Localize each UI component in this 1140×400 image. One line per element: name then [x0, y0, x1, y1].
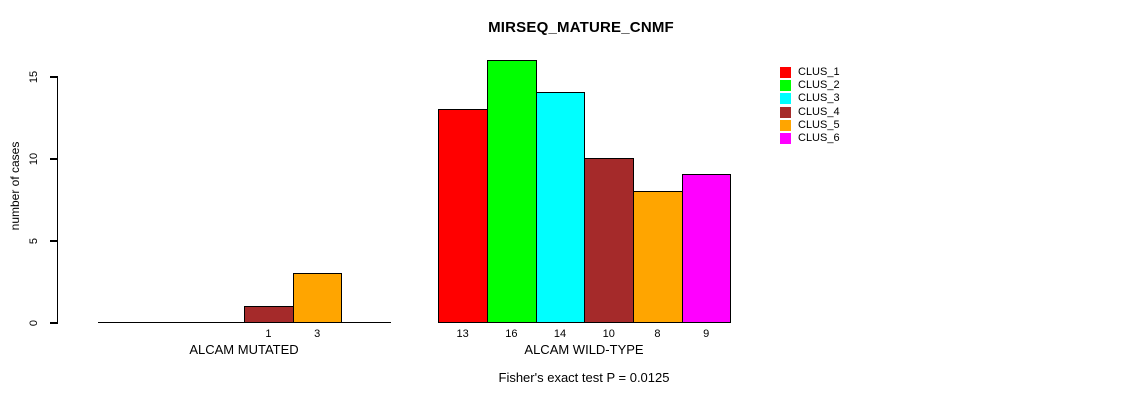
legend-label: CLUS_6	[798, 132, 840, 145]
chart-title: MIRSEQ_MATURE_CNMF	[488, 19, 674, 36]
legend-label: CLUS_4	[798, 105, 840, 118]
bar-value-label: 14	[553, 327, 567, 340]
bar-value-label: 1	[265, 327, 272, 340]
bar-clus_1-group2	[438, 108, 488, 323]
y-tick	[49, 158, 57, 160]
y-tick-label: 15	[28, 70, 40, 84]
y-tick	[49, 240, 57, 242]
bar-value-label: 9	[703, 327, 710, 340]
legend-label: CLUS_2	[798, 79, 840, 92]
bar-value-label: 8	[654, 327, 661, 340]
bar-clus_6-group2	[681, 174, 732, 323]
group-label-alcam-mutated: ALCAM MUTATED	[189, 342, 299, 357]
y-axis-label: number of cases	[8, 141, 22, 231]
bar-clus_5-group1	[292, 272, 343, 323]
group-label-alcam-wild-type: ALCAM WILD-TYPE	[524, 342, 644, 357]
y-axis-line	[56, 76, 58, 324]
bar-value-label: 10	[602, 327, 615, 340]
y-tick	[49, 76, 57, 78]
legend-item-clus_1: CLUS_1	[780, 66, 840, 79]
bar-clus_2-group2	[487, 59, 537, 323]
legend-swatch-clus_5	[780, 119, 791, 131]
bar-clus_4-group2	[584, 158, 635, 323]
bar-value-label: 3	[314, 327, 321, 340]
legend-item-clus_2: CLUS_2	[780, 79, 840, 92]
legend: CLUS_1 CLUS_2 CLUS_3 CLUS_4 CLUS_5 CLUS_6	[780, 66, 840, 145]
legend-label: CLUS_1	[798, 66, 840, 79]
bar-value-label: 13	[456, 327, 469, 340]
y-tick-label: 5	[28, 237, 40, 245]
legend-item-clus_4: CLUS_4	[780, 106, 840, 119]
bar-clus_4-group1	[244, 305, 294, 323]
bar-clus_3-group2	[535, 92, 586, 323]
legend-swatch-clus_2	[780, 80, 791, 92]
bar-value-label: 16	[505, 327, 518, 340]
legend-item-clus_3: CLUS_3	[780, 92, 840, 105]
legend-label: CLUS_5	[798, 118, 840, 131]
y-tick-label: 10	[28, 152, 40, 166]
legend-item-clus_6: CLUS_6	[780, 132, 840, 145]
legend-swatch-clus_4	[780, 106, 791, 118]
fisher-test-subtitle: Fisher's exact test P = 0.0125	[498, 370, 670, 385]
legend-swatch-clus_3	[780, 93, 791, 105]
legend-swatch-clus_1	[780, 67, 791, 79]
y-tick-label: 0	[28, 319, 40, 327]
legend-swatch-clus_6	[780, 133, 791, 145]
y-tick	[49, 322, 57, 324]
legend-label: CLUS_3	[798, 92, 840, 105]
legend-item-clus_5: CLUS_5	[780, 119, 840, 132]
bar-clus_5-group2	[633, 190, 683, 323]
